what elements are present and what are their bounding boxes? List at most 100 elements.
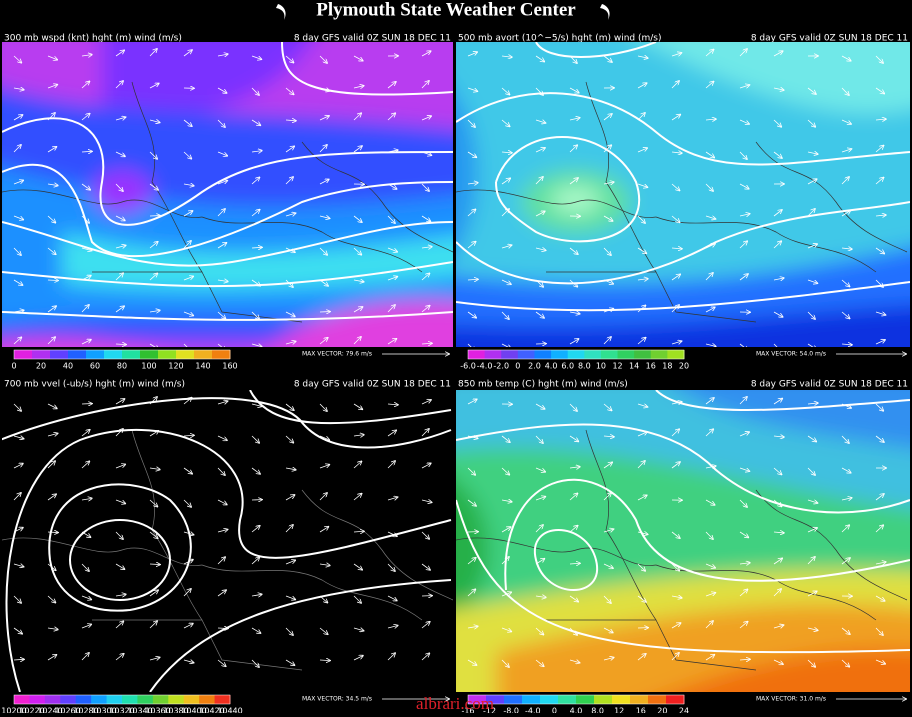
colorbar-swatch <box>176 350 195 359</box>
colorbar-swatch <box>153 695 169 704</box>
colorbar-swatch <box>648 695 667 704</box>
colorbar-label: 8.0 <box>591 707 604 714</box>
colorbar-swatch <box>122 695 138 704</box>
colorbar-label: -8.0 <box>503 707 519 714</box>
panel: 700 mb vvel (-ub/s) hght (m) wind (m/s) 8… <box>0 380 453 714</box>
colorbar-swatch <box>158 350 177 359</box>
colorbar-swatch <box>618 350 635 359</box>
panel: 300 mb wspd (knt) hght (m) wind (m/s)8 d… <box>0 22 482 372</box>
wind-arrow <box>150 564 160 565</box>
color-field <box>436 22 912 372</box>
colorbar-swatch <box>501 350 518 359</box>
colorbar-label: 0 <box>515 362 520 371</box>
colorbar-swatch <box>215 695 231 704</box>
colorbar-swatch <box>14 350 33 359</box>
colorbar-label: 140 <box>195 362 210 371</box>
panel: 500 mb avort (10^−5/s) hght (m) wind (m/… <box>436 22 912 372</box>
colorbar-swatch <box>667 350 684 359</box>
colorbar-swatch <box>634 350 651 359</box>
colorbar-label: 10 <box>596 362 606 371</box>
colorbar-swatch <box>68 350 87 359</box>
colorbar-label: 40 <box>63 362 73 371</box>
colorbar-swatch <box>485 350 502 359</box>
colorbar-label: -6.0 <box>460 362 476 371</box>
wind-arrow <box>218 628 228 629</box>
map <box>436 370 912 713</box>
colorbar-swatch <box>168 695 184 704</box>
colorbar-swatch <box>576 695 595 704</box>
colorbar-label: 6.0 <box>561 362 574 371</box>
colorbar-label: 0 <box>11 362 16 371</box>
colorbar-swatch <box>551 350 568 359</box>
panel-title: 850 mb temp (C) hght (m) wind (m/s) <box>458 380 628 390</box>
colorbar-swatch <box>76 695 92 704</box>
colorbar-swatch <box>468 350 485 359</box>
max-vector-label: MAX VECTOR: 34.5 m/s <box>302 696 372 703</box>
wind-arrow <box>48 532 58 533</box>
colorbar-label: 4.0 <box>545 362 558 371</box>
header: Plymouth State Weather Center <box>276 0 610 20</box>
map <box>0 390 453 692</box>
colorbar-label: 14 <box>629 362 639 371</box>
colorbar-swatch <box>91 695 107 704</box>
colorbar-swatch <box>199 695 215 704</box>
colorbar-label: 100 <box>141 362 156 371</box>
wind-arrow <box>48 280 58 281</box>
colorbar-swatch <box>522 695 541 704</box>
map <box>0 22 482 372</box>
colorbar-label: 8.0 <box>578 362 591 371</box>
colorbar-label: 20 <box>679 362 689 371</box>
colorbar-swatch <box>32 350 51 359</box>
colorbar-label: 16 <box>646 362 656 371</box>
panel-title: 700 mb vvel (-ub/s) hght (m) wind (m/s) <box>4 380 185 390</box>
page-title: Plymouth State Weather Center <box>316 0 576 20</box>
colorbar-label: 16 <box>636 707 646 714</box>
colorbar-swatch <box>29 695 45 704</box>
colorbar-swatch <box>540 695 559 704</box>
colorbar-swatch <box>194 350 213 359</box>
colorbar-label: 80 <box>117 362 127 371</box>
colorbar-swatch <box>50 350 69 359</box>
watermark: albrari.com <box>416 694 494 713</box>
colorbar-swatch <box>122 350 141 359</box>
colorbar-label: 160 <box>222 362 237 371</box>
colorbar-swatch <box>518 350 535 359</box>
colorbar-label: 4.0 <box>570 707 583 714</box>
colorbar-label: 20 <box>657 707 667 714</box>
colorbar-swatch <box>104 350 123 359</box>
colorbar-swatch <box>651 350 668 359</box>
max-vector-label: MAX VECTOR: 79.6 m/s <box>302 351 372 358</box>
colorbar-swatch <box>60 695 76 704</box>
colorbar-swatch <box>568 350 585 359</box>
colorbar-label: 12 <box>612 362 622 371</box>
colorbar-swatch <box>184 695 200 704</box>
colorbar-label: 120 <box>168 362 183 371</box>
colorbar-swatch <box>612 695 631 704</box>
colorbar-swatch <box>601 350 618 359</box>
panel: 850 mb temp (C) hght (m) wind (m/s) 8 day… <box>436 370 912 713</box>
colorbar-label: 0 <box>552 707 557 714</box>
colorbar-label: 24 <box>679 707 689 714</box>
colorbar-label: 18 <box>662 362 672 371</box>
panel-valid-time: 8 day GFS valid 0Z SUN 18 DEC 11 <box>751 380 908 390</box>
colorbar-swatch <box>558 695 577 704</box>
colorbar-label: 20 <box>36 362 46 371</box>
colorbar-swatch <box>107 695 123 704</box>
colorbar-label: -4.0 <box>477 362 493 371</box>
max-vector-label: MAX VECTOR: 31.0 m/s <box>756 696 826 703</box>
max-vector-label: MAX VECTOR: 54.0 m/s <box>756 351 826 358</box>
colorbar-label: 12 <box>614 707 624 714</box>
colorbar-label: 10440 <box>217 707 242 714</box>
panel-valid-time: 8 day GFS valid 0Z SUN 18 DEC 11 <box>294 380 451 390</box>
colorbar-label: 2.0 <box>528 362 541 371</box>
colorbar-label: -4.0 <box>525 707 541 714</box>
colorbar-swatch <box>140 350 159 359</box>
colorbar-swatch <box>45 695 61 704</box>
colorbar-swatch <box>584 350 601 359</box>
colorbar-swatch <box>630 695 649 704</box>
map-bg <box>2 390 453 692</box>
colorbar-swatch <box>594 695 613 704</box>
map <box>436 22 912 372</box>
colorbar-swatch <box>534 350 551 359</box>
